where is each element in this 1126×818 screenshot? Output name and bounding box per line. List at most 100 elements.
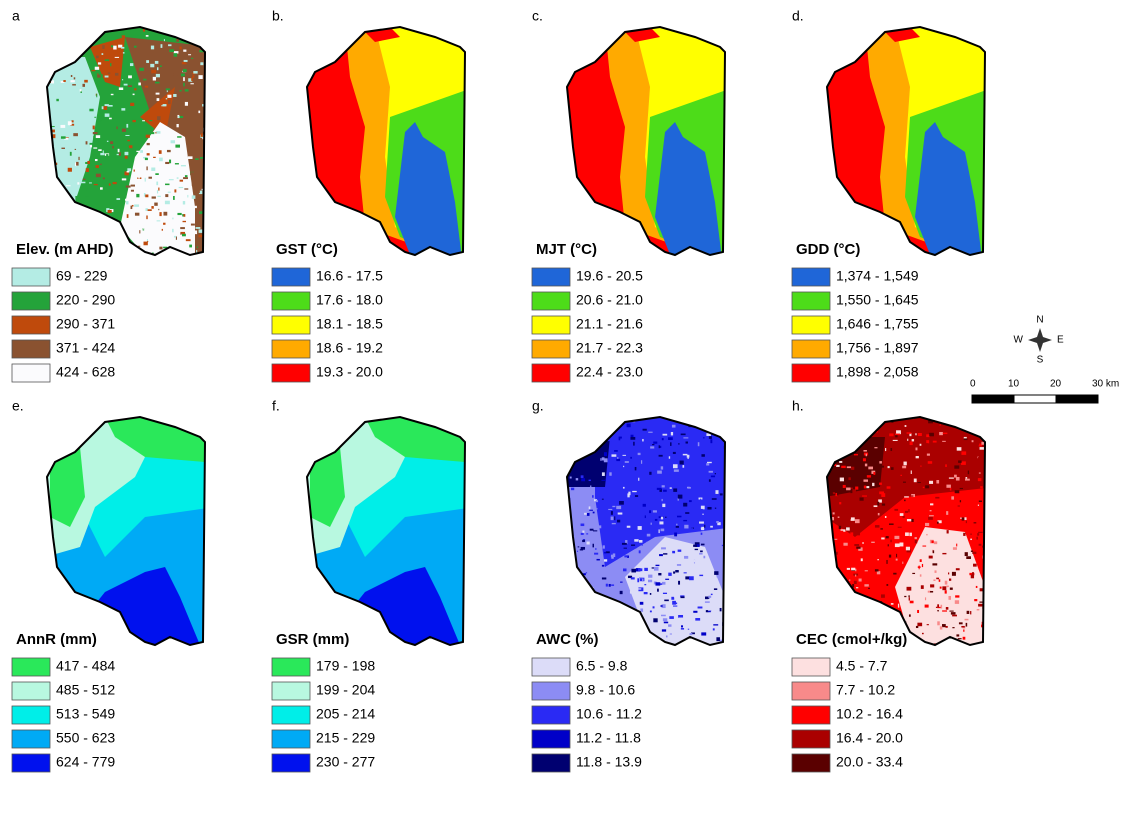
map-speckle [62,194,66,197]
map-speckle [589,506,591,509]
map-speckle [167,150,171,152]
legend-swatch [12,292,50,310]
map-speckle [695,618,700,621]
map-speckle [895,434,900,436]
map-speckle [197,247,198,248]
map-speckle [95,172,96,174]
map-speckle [647,534,651,537]
map-speckle [896,559,898,561]
map-speckle [683,503,687,507]
map [565,27,735,267]
map-speckle [984,609,988,612]
map-speckle [939,608,940,610]
map-speckle [96,94,97,97]
map-speckle [628,576,631,578]
map-speckle [655,582,660,585]
legend-label: 18.1 - 18.5 [316,316,383,332]
map-speckle [192,182,196,186]
map-speckle [951,454,953,458]
map-speckle [605,642,609,644]
map-speckle [89,222,92,224]
map-speckle [653,606,655,608]
map-speckle [670,487,672,488]
scale-tick-label: 30 km [1092,379,1119,390]
map-speckle [926,434,929,437]
map-speckle [962,517,965,520]
map-speckle [860,497,864,500]
map [305,417,475,657]
map-speckle [619,607,621,611]
legend-swatch [12,340,50,358]
legend-label: 18.6 - 19.2 [316,340,383,356]
map-speckle [50,46,51,47]
map-fill [825,417,995,657]
map-speckle [49,202,52,205]
map-speckle [594,553,598,555]
map-speckle [879,491,884,494]
map-speckle [93,147,97,148]
map-speckle [618,513,623,515]
map-speckle [125,152,129,155]
map-speckle [669,456,670,458]
map-speckle [50,164,52,166]
legend-swatch [792,706,830,724]
map-speckle [926,534,927,535]
map-speckle [958,505,960,506]
map-speckle [942,586,946,590]
legend-swatch [532,658,570,676]
map-speckle [664,600,669,602]
legend-label: 20.0 - 33.4 [836,754,903,770]
compass-w: W [1014,335,1024,346]
map-speckle [53,186,56,189]
map [825,417,995,657]
legend-title: AWC (%) [536,631,599,648]
map-speckle [183,177,188,179]
legend-swatch [272,340,310,358]
map-speckle [980,539,981,541]
map-speckle [670,442,671,446]
map-speckle [854,443,858,444]
map-speckle [625,640,629,641]
map-speckle [875,624,879,628]
map-speckle [132,251,137,253]
map-speckle [193,206,197,208]
map-speckle [916,626,918,628]
map-speckle [847,450,850,452]
map-speckle [637,578,639,582]
map-speckle [712,598,716,601]
map-speckle [699,528,701,531]
map-speckle [686,589,688,591]
map-speckle [948,596,951,600]
map-speckle [965,619,969,621]
map-speckle [86,230,90,233]
map-speckle [596,525,601,528]
map-speckle [855,487,858,490]
map-speckle [949,451,953,452]
legend-swatch [792,658,830,676]
map-speckle [113,222,116,226]
map-speckle [646,603,650,606]
map-speckle [961,626,964,628]
map-speckle [656,484,660,487]
map-speckle [945,590,947,593]
map-speckle [605,634,608,637]
map-speckle [619,480,622,483]
map-speckle [72,45,74,48]
map-speckle [614,516,615,520]
panel-label: g. [532,398,544,414]
map-speckle [146,215,147,219]
map-speckle [889,519,893,522]
map-speckle [905,511,908,513]
map-speckle [575,438,577,441]
map-speckle [674,469,679,471]
map-speckle [674,533,677,537]
map-speckle [107,141,108,142]
map-speckle [652,567,654,568]
map-speckle [596,500,598,502]
scale-bar: NSEW0102030 km [970,315,1119,403]
map-speckle [596,559,599,561]
map-speckle [880,466,884,468]
map-speckle [163,225,168,228]
map-speckle [701,509,703,513]
map-speckle [954,465,959,468]
